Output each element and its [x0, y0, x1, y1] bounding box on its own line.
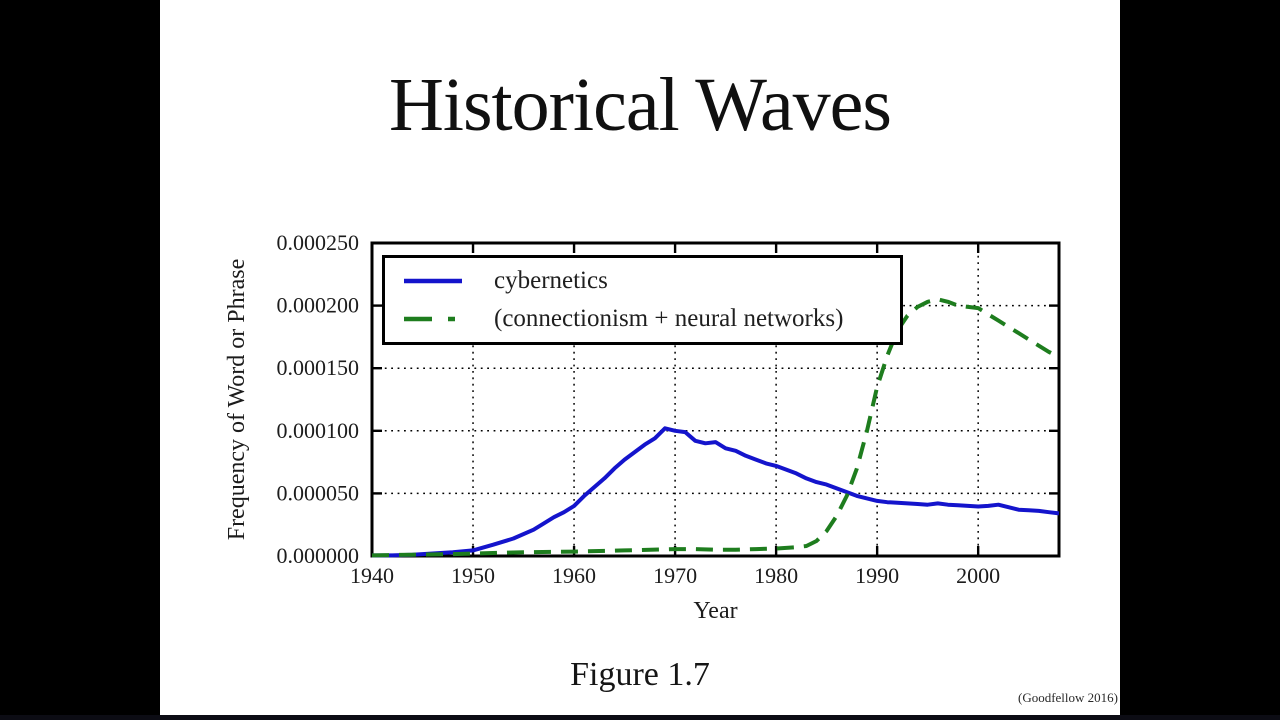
y-axis-title: Frequency of Word or Phrase: [224, 259, 250, 541]
x-tick-label: 1970: [653, 563, 697, 588]
legend-item-cybernetics: cybernetics: [385, 267, 900, 295]
x-tick-label: 1990: [855, 563, 899, 588]
y-tick-label: 0.000200: [277, 293, 360, 318]
legend-label-connectionism: (connectionism + neural networks): [494, 304, 844, 332]
legend-item-connectionism: (connectionism + neural networks): [385, 305, 900, 333]
x-tick-label: 2000: [956, 563, 1000, 588]
y-tick-label: 0.000150: [277, 355, 360, 380]
plot-frame: [370, 241, 1061, 558]
line-chart: 1940 1950 1960 1970 1980 1990 2000 0.000000 0.00…: [224, 230, 1061, 624]
series-line-0: [372, 426, 1060, 558]
bottom-letterbox-strip: [0, 715, 1280, 720]
series-line-1: [371, 297, 1060, 558]
y-tick-label: 0.000000: [277, 543, 360, 568]
dashed-line-sample-icon: [404, 316, 464, 321]
x-tick-label: 1940: [350, 563, 394, 588]
x-tick-label: 1950: [451, 563, 495, 588]
attribution-text: (Goodfellow 2016): [1017, 690, 1118, 705]
slide: Historical Waves 1940 1950 1960 1970 1980 199…: [160, 0, 1120, 720]
x-tick-label: 1980: [754, 563, 798, 588]
slide-title: Historical Waves: [388, 63, 892, 147]
x-axis-title: Year: [693, 598, 737, 624]
x-tick-label: 1960: [552, 563, 596, 588]
y-tick-label: 0.000250: [277, 230, 360, 255]
chart-legend: cybernetics (connectionism + neural netw…: [382, 255, 903, 345]
y-tick-label: 0.000050: [277, 480, 360, 505]
legend-label-cybernetics: cybernetics: [494, 267, 608, 295]
solid-line-sample-icon: [404, 279, 462, 284]
figure-caption: Figure 1.7: [570, 656, 710, 693]
y-tick-label: 0.000100: [277, 418, 360, 443]
